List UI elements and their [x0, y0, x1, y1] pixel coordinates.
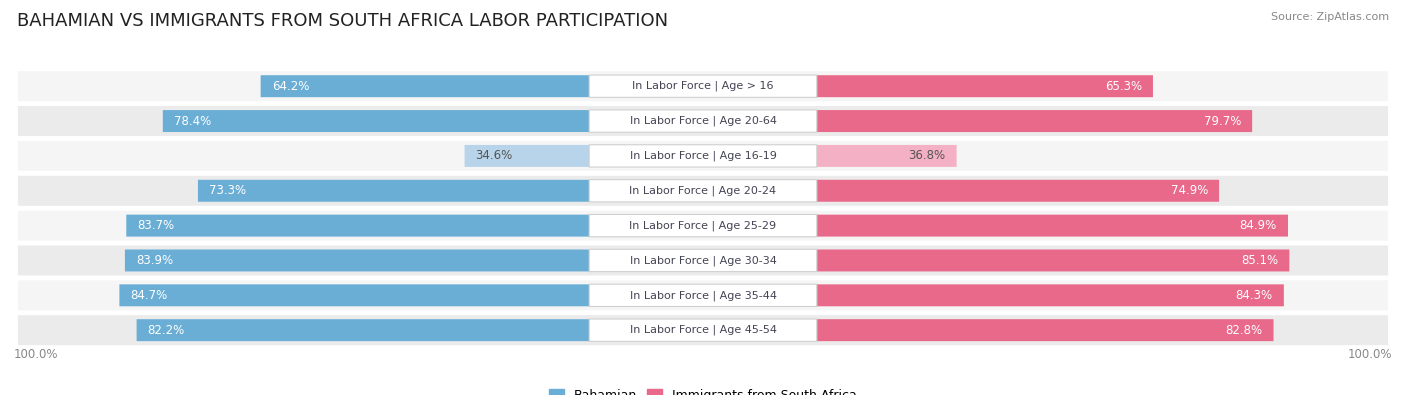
FancyBboxPatch shape: [589, 249, 817, 272]
Text: 36.8%: 36.8%: [908, 149, 945, 162]
FancyBboxPatch shape: [817, 250, 1289, 271]
Text: 100.0%: 100.0%: [1347, 348, 1392, 361]
Text: 65.3%: 65.3%: [1105, 80, 1142, 93]
FancyBboxPatch shape: [817, 110, 1253, 132]
Text: In Labor Force | Age 35-44: In Labor Force | Age 35-44: [630, 290, 776, 301]
Text: In Labor Force | Age 20-64: In Labor Force | Age 20-64: [630, 116, 776, 126]
FancyBboxPatch shape: [125, 250, 589, 271]
FancyBboxPatch shape: [127, 214, 589, 237]
FancyBboxPatch shape: [18, 211, 1388, 241]
Text: 79.7%: 79.7%: [1204, 115, 1241, 128]
FancyBboxPatch shape: [136, 319, 589, 341]
FancyBboxPatch shape: [18, 245, 1388, 275]
Text: 74.9%: 74.9%: [1171, 184, 1208, 197]
Text: 83.9%: 83.9%: [136, 254, 173, 267]
Text: 82.8%: 82.8%: [1225, 324, 1263, 337]
FancyBboxPatch shape: [589, 319, 817, 341]
FancyBboxPatch shape: [589, 214, 817, 237]
FancyBboxPatch shape: [817, 75, 1153, 97]
FancyBboxPatch shape: [120, 284, 589, 306]
FancyBboxPatch shape: [589, 145, 817, 167]
FancyBboxPatch shape: [817, 145, 956, 167]
Text: 34.6%: 34.6%: [475, 149, 513, 162]
Text: 85.1%: 85.1%: [1241, 254, 1278, 267]
Legend: Bahamian, Immigrants from South Africa: Bahamian, Immigrants from South Africa: [544, 384, 862, 395]
FancyBboxPatch shape: [817, 214, 1288, 237]
Text: 78.4%: 78.4%: [174, 115, 211, 128]
FancyBboxPatch shape: [18, 106, 1388, 136]
FancyBboxPatch shape: [18, 141, 1388, 171]
FancyBboxPatch shape: [260, 75, 589, 97]
Text: 100.0%: 100.0%: [14, 348, 59, 361]
FancyBboxPatch shape: [464, 145, 589, 167]
Text: 73.3%: 73.3%: [209, 184, 246, 197]
Text: Source: ZipAtlas.com: Source: ZipAtlas.com: [1271, 12, 1389, 22]
FancyBboxPatch shape: [817, 284, 1284, 306]
FancyBboxPatch shape: [18, 71, 1388, 101]
Text: In Labor Force | Age 20-24: In Labor Force | Age 20-24: [630, 186, 776, 196]
Text: In Labor Force | Age > 16: In Labor Force | Age > 16: [633, 81, 773, 92]
Text: 82.2%: 82.2%: [148, 324, 186, 337]
Text: 84.9%: 84.9%: [1240, 219, 1277, 232]
Text: In Labor Force | Age 25-29: In Labor Force | Age 25-29: [630, 220, 776, 231]
FancyBboxPatch shape: [163, 110, 589, 132]
FancyBboxPatch shape: [589, 110, 817, 132]
FancyBboxPatch shape: [589, 75, 817, 97]
Text: 84.3%: 84.3%: [1236, 289, 1272, 302]
FancyBboxPatch shape: [18, 315, 1388, 345]
Text: 64.2%: 64.2%: [271, 80, 309, 93]
Text: In Labor Force | Age 16-19: In Labor Force | Age 16-19: [630, 150, 776, 161]
FancyBboxPatch shape: [589, 284, 817, 307]
Text: 83.7%: 83.7%: [138, 219, 174, 232]
Text: In Labor Force | Age 45-54: In Labor Force | Age 45-54: [630, 325, 776, 335]
FancyBboxPatch shape: [589, 180, 817, 202]
FancyBboxPatch shape: [817, 180, 1219, 202]
FancyBboxPatch shape: [18, 176, 1388, 206]
Text: BAHAMIAN VS IMMIGRANTS FROM SOUTH AFRICA LABOR PARTICIPATION: BAHAMIAN VS IMMIGRANTS FROM SOUTH AFRICA…: [17, 12, 668, 30]
FancyBboxPatch shape: [18, 280, 1388, 310]
Text: In Labor Force | Age 30-34: In Labor Force | Age 30-34: [630, 255, 776, 266]
FancyBboxPatch shape: [198, 180, 589, 202]
Text: 84.7%: 84.7%: [131, 289, 167, 302]
FancyBboxPatch shape: [817, 319, 1274, 341]
